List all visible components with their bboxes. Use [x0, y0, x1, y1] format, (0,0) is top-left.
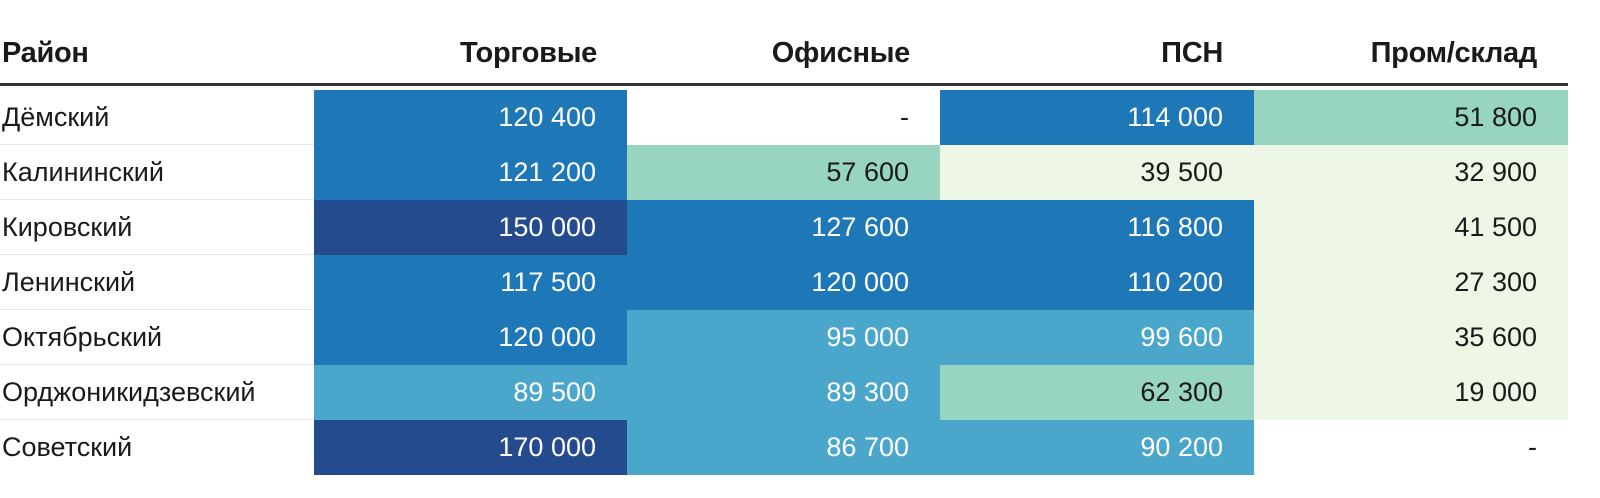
value-cell-retail: 121 200 [314, 145, 627, 200]
value-cell-psn: 99 600 [940, 310, 1254, 365]
district-name: Калининский [2, 157, 164, 187]
row-divider [0, 364, 314, 365]
value-cell-office: 86 700 [627, 420, 940, 475]
value-cell-retail: 120 400 [314, 90, 627, 145]
row-divider [0, 419, 314, 420]
row-divider [0, 144, 314, 145]
value-cell-industrial-warehouse: 19 000 [1254, 365, 1568, 420]
value-cell-office: 120 000 [627, 255, 940, 310]
header-industrial-warehouse: Пром/склад [1370, 37, 1538, 69]
value-cell-office: 89 300 [627, 365, 940, 420]
table-row: Кировский 150 000 127 600 116 800 41 500 [0, 200, 1568, 255]
value-cell-psn: 90 200 [940, 420, 1254, 475]
value-cell-psn: 116 800 [940, 200, 1254, 255]
value-cell-retail: 117 500 [314, 255, 627, 310]
district-name: Орджоникидзевский [2, 377, 256, 407]
value-cell-psn: 110 200 [940, 255, 1254, 310]
row-divider [0, 199, 314, 200]
value-cell-industrial-warehouse: - [1254, 420, 1568, 475]
district-name: Кировский [2, 212, 133, 242]
header-district: Район [2, 37, 89, 69]
header-office: Офисные [771, 37, 911, 69]
district-name: Дёмский [2, 102, 110, 132]
value-cell-office: 95 000 [627, 310, 940, 365]
table-row: Калининский 121 200 57 600 39 500 32 900 [0, 145, 1568, 200]
value-cell-retail: 120 000 [314, 310, 627, 365]
table-row: Орджоникидзевский 89 500 89 300 62 300 19 00… [0, 365, 1568, 420]
value-cell-retail: 89 500 [314, 365, 627, 420]
table-row: Октябрьский 120 000 95 000 99 600 35 600 [0, 310, 1568, 365]
value-cell-office: - [627, 90, 940, 145]
table-header: Район Торговые Офисные ПСН Пром/склад [0, 0, 1568, 86]
district-name: Советский [2, 432, 133, 462]
header-retail: Торговые [459, 37, 597, 69]
value-cell-psn: 114 000 [940, 90, 1254, 145]
value-cell-retail: 170 000 [314, 420, 627, 475]
value-cell-office: 57 600 [627, 145, 940, 200]
value-cell-retail: 150 000 [314, 200, 627, 255]
value-cell-industrial-warehouse: 32 900 [1254, 145, 1568, 200]
district-name: Октябрьский [2, 322, 163, 352]
row-divider [0, 309, 314, 310]
row-divider [0, 254, 314, 255]
value-cell-industrial-warehouse: 41 500 [1254, 200, 1568, 255]
value-cell-industrial-warehouse: 35 600 [1254, 310, 1568, 365]
table-row: Ленинский 117 500 120 000 110 200 27 300 [0, 255, 1568, 310]
district-name: Ленинский [2, 267, 136, 297]
table-row: Дёмский 120 400-114 000 51 800 [0, 90, 1568, 145]
header-psn: ПСН [1161, 37, 1223, 69]
value-cell-industrial-warehouse: 27 300 [1254, 255, 1568, 310]
value-cell-industrial-warehouse: 51 800 [1254, 90, 1568, 145]
value-cell-psn: 39 500 [940, 145, 1254, 200]
value-cell-psn: 62 300 [940, 365, 1254, 420]
table-row: Советский 170 000 86 700 90 200- [0, 420, 1568, 475]
value-cell-office: 127 600 [627, 200, 940, 255]
